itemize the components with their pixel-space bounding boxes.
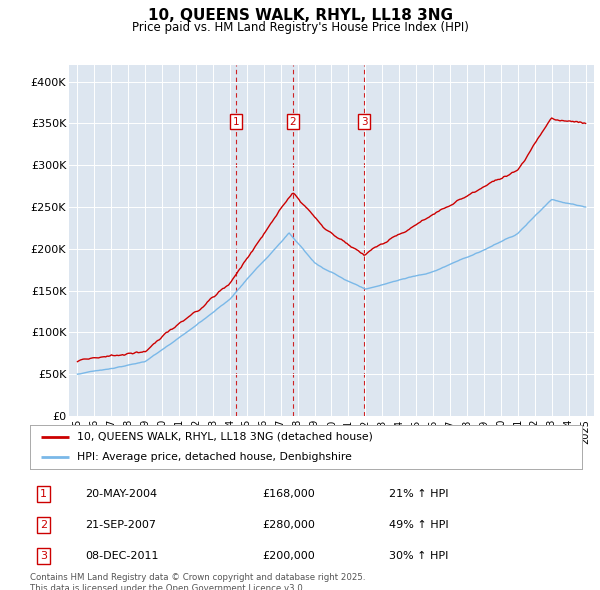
Text: 49% ↑ HPI: 49% ↑ HPI [389,520,448,530]
Text: 21% ↑ HPI: 21% ↑ HPI [389,489,448,499]
Text: Price paid vs. HM Land Registry's House Price Index (HPI): Price paid vs. HM Land Registry's House … [131,21,469,34]
Text: 21-SEP-2007: 21-SEP-2007 [85,520,156,530]
Text: 1: 1 [40,489,47,499]
Text: 2: 2 [40,520,47,530]
Text: £280,000: £280,000 [262,520,315,530]
Text: Contains HM Land Registry data © Crown copyright and database right 2025.
This d: Contains HM Land Registry data © Crown c… [30,573,365,590]
Text: 30% ↑ HPI: 30% ↑ HPI [389,551,448,561]
Text: 10, QUEENS WALK, RHYL, LL18 3NG: 10, QUEENS WALK, RHYL, LL18 3NG [148,8,452,22]
Text: HPI: Average price, detached house, Denbighshire: HPI: Average price, detached house, Denb… [77,452,352,462]
Text: 08-DEC-2011: 08-DEC-2011 [85,551,158,561]
Text: 10, QUEENS WALK, RHYL, LL18 3NG (detached house): 10, QUEENS WALK, RHYL, LL18 3NG (detache… [77,432,373,442]
Text: 3: 3 [361,117,368,127]
Text: 3: 3 [40,551,47,561]
Text: 2: 2 [290,117,296,127]
Text: £200,000: £200,000 [262,551,314,561]
Text: £168,000: £168,000 [262,489,314,499]
Text: 20-MAY-2004: 20-MAY-2004 [85,489,157,499]
Text: 1: 1 [233,117,239,127]
